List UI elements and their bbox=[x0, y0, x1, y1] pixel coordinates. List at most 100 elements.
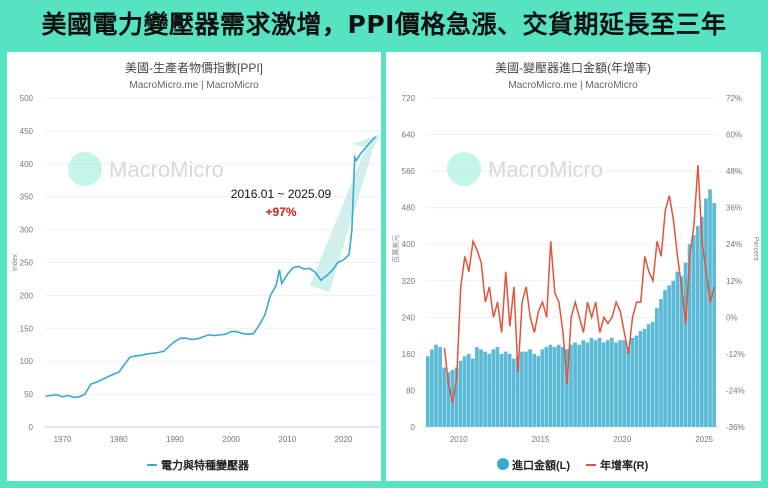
y-right-axis-label: Percent bbox=[752, 237, 759, 261]
import-bar bbox=[462, 356, 467, 427]
y-tick-label: 350 bbox=[20, 193, 34, 202]
import-bar bbox=[458, 360, 463, 427]
import-bar bbox=[560, 347, 565, 427]
x-tick-label: 2020 bbox=[613, 435, 631, 444]
y-right-tick-label: 0% bbox=[726, 313, 738, 322]
import-bar bbox=[601, 342, 606, 427]
ppi-chart: 美國-生產者物價指數[PPI] MacroMicro.me | MacroMicr… bbox=[12, 60, 380, 472]
x-tick-label: 1980 bbox=[110, 435, 128, 444]
import-bar bbox=[622, 340, 626, 427]
import-bar bbox=[626, 347, 631, 427]
y-tick-label: 450 bbox=[20, 127, 34, 136]
y-left-tick-label: 0 bbox=[411, 423, 416, 432]
legend-item: 電力與特種變壓器 bbox=[161, 458, 250, 472]
import-bar bbox=[655, 308, 659, 427]
import-bar bbox=[446, 372, 451, 427]
y-right-tick-label: -24% bbox=[726, 386, 745, 395]
y-tick-label: 0 bbox=[29, 423, 34, 432]
import-bar bbox=[663, 289, 667, 427]
y-left-tick-label: 240 bbox=[402, 313, 416, 322]
watermark-text: MacroMicro bbox=[488, 157, 603, 182]
y-left-tick-label: 320 bbox=[402, 277, 416, 286]
x-tick-label: 2020 bbox=[335, 435, 353, 444]
import-bar bbox=[597, 337, 602, 427]
import-bar bbox=[556, 344, 561, 427]
watermark-logo-icon bbox=[447, 152, 481, 186]
import-bar bbox=[585, 342, 590, 427]
y-axis-label: Index bbox=[12, 253, 19, 271]
y-right-tick-label: 48% bbox=[726, 167, 742, 176]
y-right-tick-label: 72% bbox=[726, 94, 742, 103]
y-left-tick-label: 640 bbox=[402, 131, 416, 140]
y-right-tick-label: 24% bbox=[726, 240, 742, 249]
import-chart: 美國-變壓器進口金額(年增率) MacroMicro.me | MacroMicr… bbox=[391, 60, 759, 472]
x-tick-label: 2025 bbox=[695, 435, 713, 444]
import-bar bbox=[511, 358, 516, 427]
legend-item: 年增率(R) bbox=[600, 458, 649, 472]
import-bar bbox=[548, 344, 553, 427]
y-left-tick-label: 480 bbox=[402, 204, 416, 213]
import-bar bbox=[700, 216, 704, 427]
headline: 美國電力變壓器需求激增，PPI價格急漲、交貨期延長至三年 bbox=[41, 10, 727, 39]
y-tick-label: 400 bbox=[20, 160, 34, 169]
import-bar bbox=[507, 353, 512, 427]
import-bar bbox=[581, 340, 586, 427]
import-bar bbox=[483, 351, 487, 427]
ppi-chart-panel: 美國-生產者物價指數[PPI] MacroMicro.me | MacroMicr… bbox=[7, 52, 381, 481]
legend-dot-icon bbox=[497, 458, 509, 470]
import-bar bbox=[614, 342, 618, 427]
y-right-tick-label: 36% bbox=[726, 204, 742, 213]
import-bar bbox=[499, 353, 504, 427]
import-bar bbox=[495, 347, 500, 427]
y-tick-label: 100 bbox=[20, 357, 34, 366]
import-bar bbox=[528, 349, 532, 427]
import-bar bbox=[704, 198, 708, 427]
import-bar bbox=[589, 337, 594, 427]
import-bar bbox=[630, 337, 635, 427]
import-bar bbox=[683, 262, 688, 427]
import-bar bbox=[479, 349, 483, 427]
import-bar bbox=[634, 335, 639, 427]
import-bar bbox=[426, 356, 430, 427]
import-bar bbox=[638, 331, 643, 427]
y-left-tick-label: 160 bbox=[402, 350, 416, 359]
import-bar bbox=[675, 271, 680, 427]
import-bar bbox=[454, 367, 459, 427]
import-bar bbox=[544, 347, 549, 427]
trend-arrow-icon bbox=[309, 134, 380, 293]
import-bar bbox=[434, 344, 438, 427]
import-bar bbox=[442, 367, 447, 427]
series-line-ppi bbox=[45, 136, 377, 399]
import-bar bbox=[695, 225, 700, 427]
import-bar bbox=[679, 276, 684, 427]
import-bar bbox=[536, 356, 541, 427]
import-bar bbox=[605, 340, 610, 427]
watermark-logo-icon bbox=[68, 152, 102, 186]
import-bar bbox=[650, 321, 655, 427]
import-bar bbox=[438, 347, 442, 427]
x-tick-label: 1990 bbox=[166, 435, 184, 444]
chart-title: 美國-生產者物價指數[PPI] bbox=[125, 60, 263, 75]
y-tick-label: 250 bbox=[20, 259, 34, 268]
import-bar bbox=[520, 351, 524, 427]
y-tick-label: 50 bbox=[24, 390, 33, 399]
watermark-text: MacroMicro bbox=[109, 157, 224, 182]
y-tick-label: 500 bbox=[20, 94, 34, 103]
chart-subtitle: MacroMicro.me | MacroMicro bbox=[129, 80, 259, 91]
import-bar bbox=[470, 358, 475, 427]
import-bar bbox=[524, 351, 528, 427]
chart-title: 美國-變壓器進口金額(年增率) bbox=[495, 60, 651, 75]
import-bar bbox=[667, 285, 671, 427]
series-line-growth bbox=[443, 164, 716, 403]
y-right-tick-label: 60% bbox=[726, 131, 742, 140]
import-bar bbox=[430, 349, 434, 427]
import-bar bbox=[569, 344, 573, 427]
x-tick-label: 2010 bbox=[450, 435, 468, 444]
import-bar bbox=[503, 351, 508, 427]
y-right-tick-label: -12% bbox=[726, 350, 745, 359]
import-bar bbox=[712, 203, 716, 427]
import-bar bbox=[687, 244, 692, 427]
import-bar bbox=[487, 353, 492, 427]
y-right-tick-label: -36% bbox=[726, 423, 745, 432]
y-tick-label: 150 bbox=[20, 324, 34, 333]
